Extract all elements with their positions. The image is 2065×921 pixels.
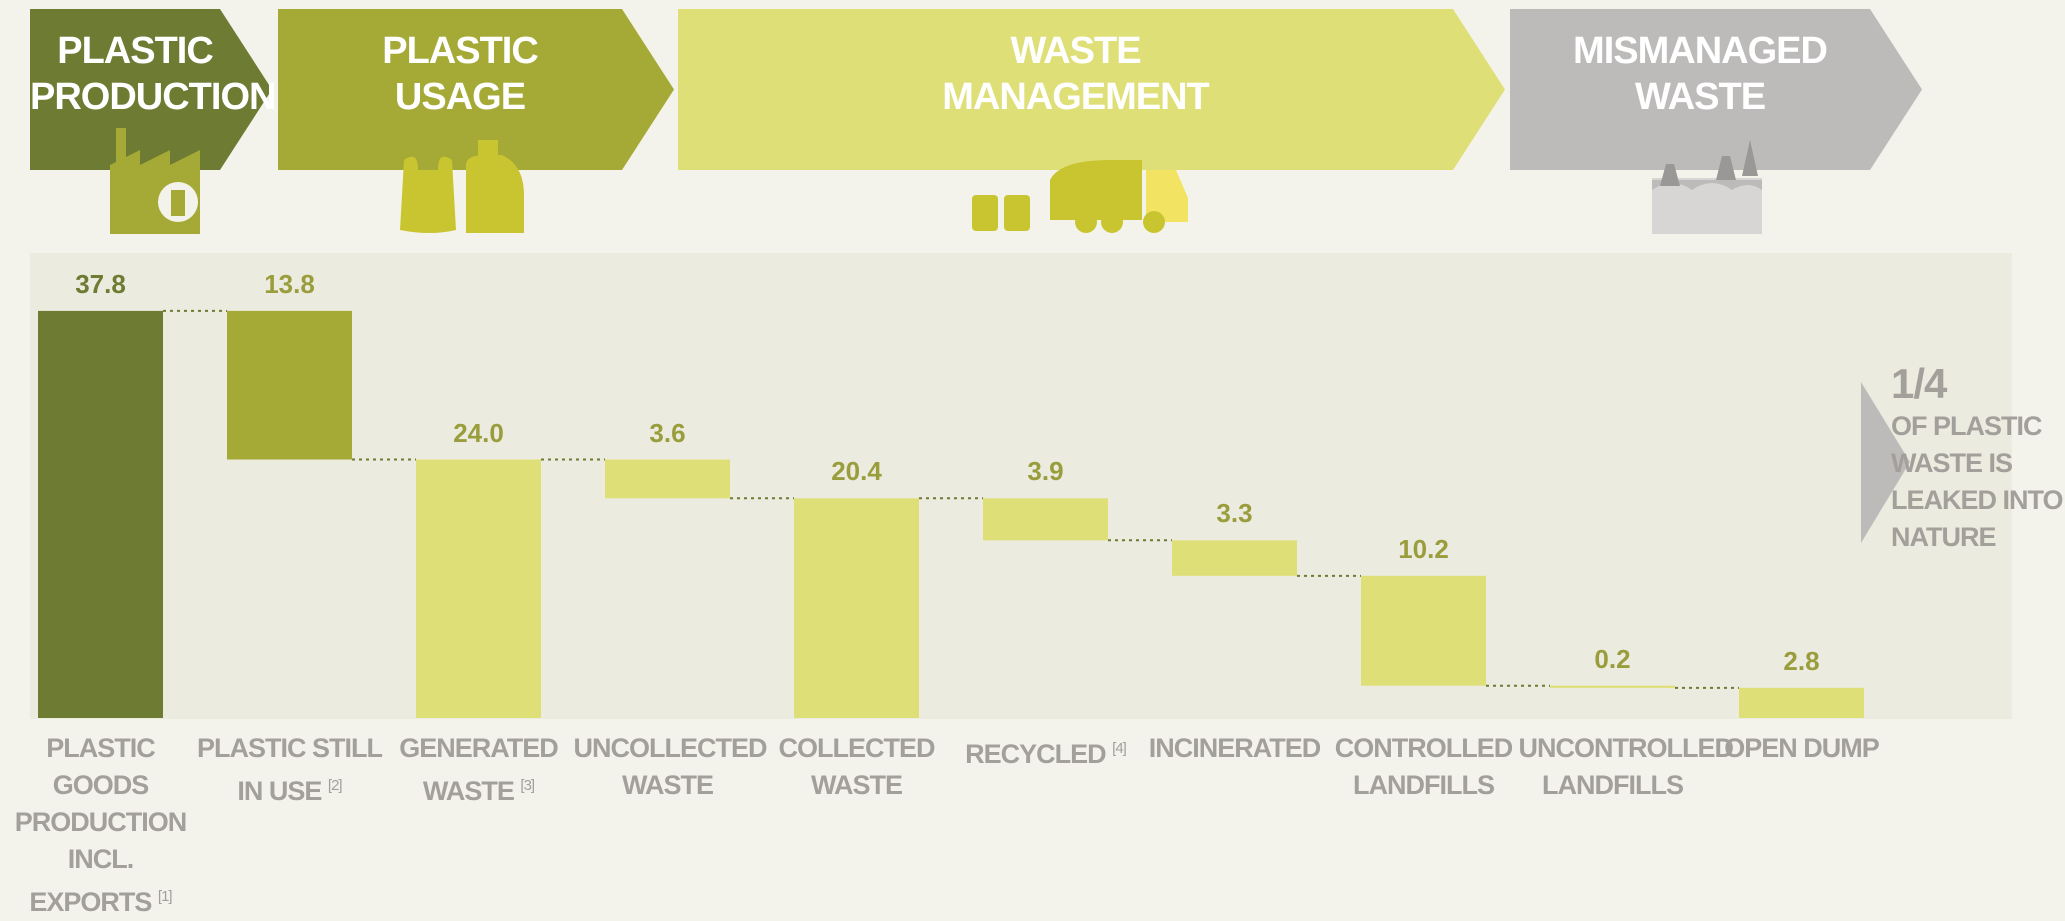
category-label: GENERATED WASTE [3]	[385, 730, 573, 810]
category-text: COLLECTED WASTE	[779, 733, 935, 800]
bar	[38, 311, 163, 718]
bar	[605, 460, 730, 499]
stage-title: MISMANAGED WASTE	[1510, 28, 1890, 120]
category-label: OPEN DUMP	[1708, 730, 1896, 767]
bar	[1550, 686, 1675, 688]
bar	[1739, 688, 1864, 718]
value-label: 13.8	[227, 269, 352, 300]
category-text: UNCONTROLLED LANDFILLS	[1519, 733, 1733, 800]
category-text: RECYCLED	[965, 739, 1106, 769]
category-text: INCINERATED	[1149, 733, 1321, 763]
value-label: 3.3	[1172, 498, 1297, 529]
stage-title: WASTE MANAGEMENT	[678, 28, 1473, 120]
footnote-mark: [4]	[1112, 740, 1126, 757]
bar	[227, 311, 352, 460]
bar	[794, 498, 919, 718]
category-label: INCINERATED	[1141, 730, 1329, 767]
category-label: RECYCLED [4]	[952, 730, 1140, 773]
category-label: PLASTIC STILL IN USE [2]	[196, 730, 384, 810]
annotation-headline: 1/4	[1891, 360, 1946, 408]
footnote-mark: [1]	[158, 888, 172, 905]
category-label: UNCOLLECTED WASTE	[574, 730, 762, 804]
footnote-mark: [2]	[328, 777, 342, 794]
category-label: CONTROLLED LANDFILLS	[1330, 730, 1518, 804]
value-label: 3.6	[605, 418, 730, 449]
annotation-text: OF PLASTIC WASTE IS LEAKED INTO NATURE	[1891, 408, 2063, 556]
stage-title: PLASTIC PRODUCTION	[30, 28, 240, 120]
category-text: PLASTIC STILL IN USE	[197, 733, 382, 806]
chart	[0, 0, 2065, 843]
category-label: UNCONTROLLED LANDFILLS	[1519, 730, 1707, 804]
value-label: 0.2	[1550, 644, 1675, 675]
value-label: 20.4	[794, 456, 919, 487]
bar	[1172, 540, 1297, 576]
category-text: GENERATED WASTE	[399, 733, 558, 806]
category-text: UNCOLLECTED WASTE	[574, 733, 767, 800]
bar	[983, 498, 1108, 540]
bar	[1361, 576, 1486, 686]
page: 1/4 OF PLASTIC WASTE IS LEAKED INTO NATU…	[0, 0, 2065, 843]
category-label: COLLECTED WASTE	[763, 730, 951, 804]
category-text: CONTROLLED LANDFILLS	[1335, 733, 1512, 800]
value-label: 24.0	[416, 418, 541, 449]
stage-title: PLASTIC USAGE	[278, 28, 642, 120]
value-label: 3.9	[983, 456, 1108, 487]
footnote-mark: [3]	[520, 777, 534, 794]
truck-icon	[972, 160, 1188, 233]
value-label: 2.8	[1739, 646, 1864, 677]
value-label: 37.8	[38, 269, 163, 300]
category-text: OPEN DUMP	[1724, 733, 1879, 763]
bar	[416, 460, 541, 718]
category-label: PLASTIC GOODS PRODUCTION INCL. EXPORTS […	[7, 730, 195, 921]
value-label: 10.2	[1361, 534, 1486, 565]
